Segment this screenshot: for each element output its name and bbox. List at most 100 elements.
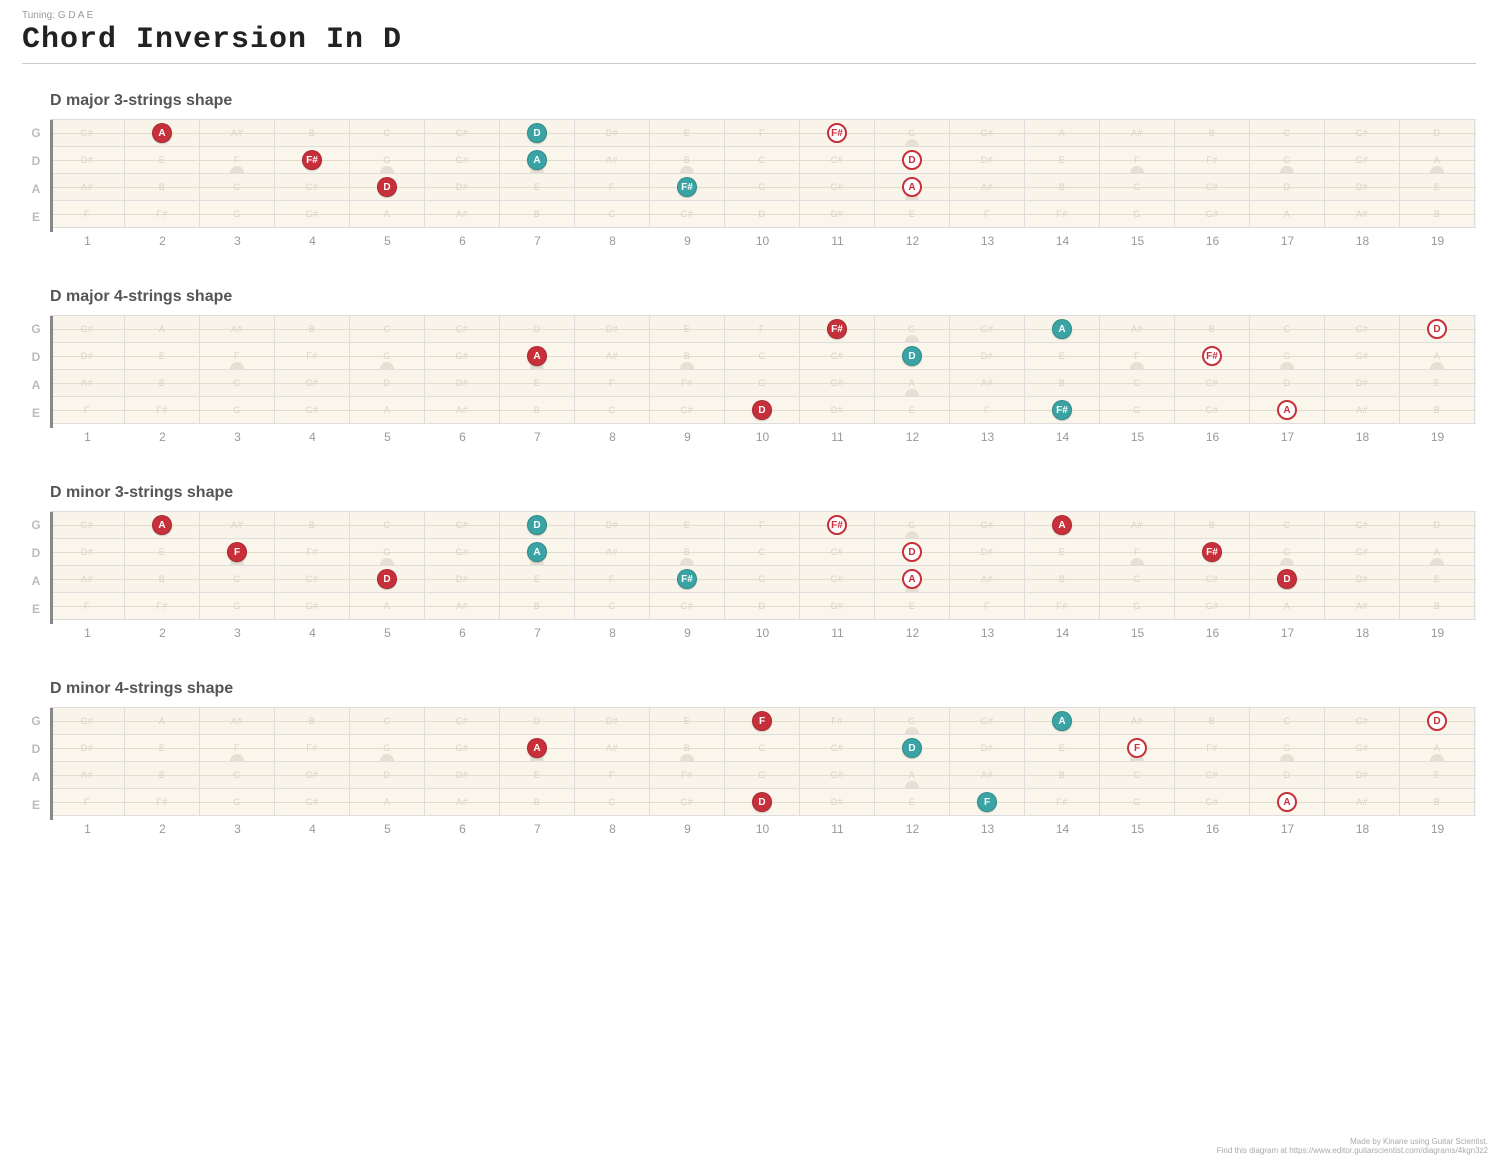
fret-cell: C# — [275, 566, 350, 592]
fret-cell: B — [125, 174, 200, 200]
note-marker: D — [902, 346, 922, 366]
fret-cell: A# — [425, 593, 500, 619]
ghost-note-label: G# — [1205, 798, 1218, 807]
ghost-note-label: C — [609, 210, 616, 219]
fret-cell: F# — [800, 708, 875, 734]
fret-cell: AA — [1025, 512, 1100, 538]
ghost-note-label: G — [383, 744, 391, 753]
ghost-note-label: C — [384, 717, 391, 726]
note-marker: A — [1277, 400, 1297, 420]
fret-cell: A# — [425, 201, 500, 227]
ghost-note-label: F — [759, 129, 765, 138]
fret-number: 17 — [1250, 234, 1325, 248]
ghost-note-label: G# — [830, 771, 843, 780]
fret-cell: A# — [1325, 593, 1400, 619]
fret-cell: A# — [575, 343, 650, 369]
ghost-note-label: E — [1434, 771, 1441, 780]
ghost-note-label: G# — [455, 156, 468, 165]
fret-cell: G — [1250, 539, 1325, 565]
fret-cell: C — [350, 708, 425, 734]
ghost-note-label: C# — [1356, 521, 1369, 530]
fret-cell: A — [350, 201, 425, 227]
ghost-note-label: E — [909, 210, 916, 219]
ghost-note-label: D — [1284, 771, 1291, 780]
ghost-note-label: B — [1209, 717, 1216, 726]
fret-number: 3 — [200, 234, 275, 248]
fret-cell: E — [125, 147, 200, 173]
ghost-note-label: A# — [1356, 798, 1368, 807]
fret-cell: AA — [500, 539, 575, 565]
ghost-note-label: C — [1284, 717, 1291, 726]
fret-cell: C — [1250, 316, 1325, 342]
ghost-note-label: E — [534, 183, 541, 192]
fret-cell: F — [200, 735, 275, 761]
ghost-note-label: G — [1283, 352, 1291, 361]
ghost-note-label: D — [384, 771, 391, 780]
fret-cell: C# — [650, 397, 725, 423]
note-marker: F# — [302, 150, 322, 170]
fret-cell: D — [1250, 174, 1325, 200]
title-rule — [22, 63, 1476, 64]
note-marker: F# — [1202, 346, 1222, 366]
fret-number: 4 — [275, 626, 350, 640]
fret-cell: D# — [1325, 762, 1400, 788]
ghost-note-label: E — [1434, 575, 1441, 584]
fret-cell: F — [950, 201, 1025, 227]
ghost-note-label: C# — [456, 129, 469, 138]
fret-cell: C — [1100, 174, 1175, 200]
ghost-note-label: B — [159, 575, 166, 584]
note-marker: F# — [1052, 400, 1072, 420]
fret-cell: A# — [200, 708, 275, 734]
fret-cell: E — [875, 201, 950, 227]
ghost-note-label: G# — [455, 744, 468, 753]
fret-number: 13 — [950, 234, 1025, 248]
fret-cell: D — [500, 316, 575, 342]
ghost-note-label: C# — [306, 379, 319, 388]
fret-cell: B — [1400, 789, 1475, 815]
fret-cell: D# — [575, 708, 650, 734]
ghost-note-label: C# — [681, 210, 694, 219]
ghost-note-label: G — [758, 575, 766, 584]
ghost-note-label: E — [534, 771, 541, 780]
ghost-note-label: C# — [681, 406, 694, 415]
page-title: Chord Inversion In D — [22, 23, 1476, 57]
fret-cell: D — [725, 593, 800, 619]
ghost-note-label: E — [1059, 156, 1066, 165]
ghost-note-label: D — [534, 325, 541, 334]
fret-number: 7 — [500, 430, 575, 444]
fret-number: 8 — [575, 234, 650, 248]
ghost-note-label: E — [1434, 183, 1441, 192]
fret-cell: E — [650, 120, 725, 146]
ghost-note-label: A — [1284, 602, 1291, 611]
fret-number: 6 — [425, 234, 500, 248]
footer: Made by Kinane using Guitar Scientist. F… — [1217, 1137, 1488, 1156]
fret-cell: A — [875, 370, 950, 396]
fret-cell: G# — [275, 397, 350, 423]
fret-number: 18 — [1325, 822, 1400, 836]
fret-number: 7 — [500, 234, 575, 248]
fret-cell: G# — [275, 593, 350, 619]
fret-number: 5 — [350, 626, 425, 640]
ghost-note-label: G — [908, 521, 916, 530]
fret-number: 19 — [1400, 822, 1475, 836]
ghost-note-label: E — [159, 548, 166, 557]
sections-container: D major 3-strings shapeGDAEG#AAA#BCC#DDD… — [22, 92, 1476, 836]
ghost-note-label: C — [609, 798, 616, 807]
string-row: G#AA#BCC#DD#EFFF#GG#AAA#BCC#DD — [50, 707, 1476, 735]
fret-number: 12 — [875, 430, 950, 444]
fret-cell: AA — [1250, 397, 1325, 423]
fret-cell: A — [875, 762, 950, 788]
ghost-note-label: C — [1134, 771, 1141, 780]
fret-cell: A# — [1100, 512, 1175, 538]
fret-cell: A# — [1325, 201, 1400, 227]
ghost-note-label: B — [309, 129, 316, 138]
ghost-note-label: C — [609, 406, 616, 415]
ghost-note-label: C — [384, 521, 391, 530]
fretboard: GDAEG#AA#BCC#DD#EFFF#GG#AAA#BCC#DDD#EFF#… — [22, 707, 1476, 816]
fret-cell: C# — [275, 370, 350, 396]
section-title: D major 3-strings shape — [50, 92, 1476, 110]
fretboard-grid: G#AAA#BCC#DDD#EFF#F#GG#AA#BCC#DD#EFF#F#G… — [50, 119, 1476, 228]
fret-cell: C# — [1325, 316, 1400, 342]
ghost-note-label: C# — [831, 352, 844, 361]
ghost-note-label: G# — [1205, 210, 1218, 219]
